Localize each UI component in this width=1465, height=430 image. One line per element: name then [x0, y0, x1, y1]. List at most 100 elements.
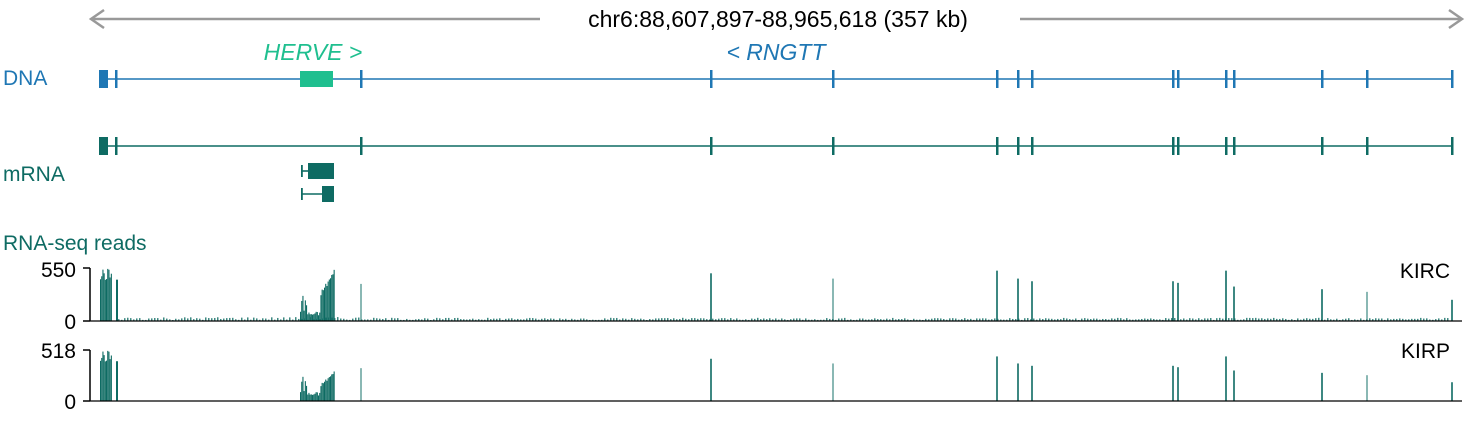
coverage-bar [721, 318, 723, 321]
coverage-bar [451, 319, 453, 321]
coverage-bar [988, 319, 990, 321]
coverage-bar [340, 318, 342, 321]
coverage-bar [1417, 318, 1419, 321]
coverage-panel-kirc: 550 0 KIRC [41, 259, 1462, 334]
coverage-bar [1258, 318, 1260, 321]
coverage-bar [712, 318, 714, 321]
coverage-bar [724, 318, 726, 321]
coverage-bar [1069, 319, 1071, 321]
coverage-bar [268, 319, 270, 321]
exon [360, 70, 363, 88]
coverage-bar [1201, 319, 1203, 321]
coverage-bar [994, 318, 996, 321]
coverage-bar [808, 319, 810, 321]
coverage-bar [544, 318, 546, 321]
coverage-bar [1243, 319, 1245, 321]
coverage-bar [1210, 318, 1212, 321]
coverage-bar [107, 350, 109, 401]
exon [710, 70, 713, 88]
coverage-bar [580, 318, 582, 321]
coverage-bar [322, 318, 324, 321]
coverage-bar [314, 313, 316, 321]
coverage-bar [327, 281, 329, 321]
coverage-bar [829, 318, 831, 321]
coverage-bar [967, 319, 969, 321]
coverage-bar [1327, 318, 1329, 321]
coverage-bar [1177, 319, 1179, 321]
coverage-bar [324, 381, 326, 401]
coverage-bar [1096, 318, 1098, 321]
coverage-bar [1228, 318, 1230, 321]
coverage-bar [898, 319, 900, 321]
utr-exon [99, 70, 108, 88]
coverage-bar [303, 391, 305, 401]
coverage-bar [1195, 319, 1197, 321]
mrna-transcript-track [99, 137, 1454, 202]
coverage-bar [116, 279, 118, 321]
coverage-bar [326, 286, 328, 321]
coverage-bar [727, 319, 729, 321]
coverage-bar [1315, 318, 1317, 321]
coverage-bar [409, 319, 411, 321]
coverage-bar [649, 319, 651, 321]
coverage-bar [367, 319, 369, 321]
coverage-bar [1282, 318, 1284, 321]
track-label-reads: RNA-seq reads [3, 232, 147, 255]
coverage-bar [316, 318, 318, 321]
coverage-bar [685, 318, 687, 321]
coverage-bar [499, 318, 501, 321]
coverage-bar [1207, 318, 1209, 321]
coverage-bar [308, 312, 310, 321]
coverage-bar [844, 317, 846, 321]
coverage-bar [421, 319, 423, 321]
coverage-bar [1252, 318, 1254, 321]
coverage-bar [292, 319, 294, 321]
sample-label-kirp: KIRP [1401, 340, 1450, 363]
coverage-bars-kirc [100, 268, 1453, 321]
coverage-bar [463, 319, 465, 321]
y-min-label: 0 [64, 311, 76, 334]
coverage-bar [110, 355, 112, 401]
coverage-bar [328, 377, 330, 401]
y-min-label: 0 [64, 391, 76, 414]
coverage-bar [757, 317, 759, 321]
coverage-bar [523, 319, 525, 321]
exon [301, 188, 303, 200]
exon [1177, 70, 1180, 88]
coverage-bar [259, 319, 261, 321]
coverage-bar [676, 319, 678, 321]
coverage-bar [103, 273, 105, 321]
coverage-bar [1081, 318, 1083, 321]
coverage-bar [1174, 318, 1176, 321]
exon [1017, 70, 1020, 88]
coverage-bar [916, 319, 918, 321]
coverage-bar [1321, 372, 1323, 401]
exon [996, 70, 999, 88]
coverage-bar [325, 283, 327, 321]
coverage-bar [904, 318, 906, 321]
y-max-label: 550 [41, 259, 76, 282]
coverage-bar [310, 394, 312, 401]
coverage-bar [553, 318, 555, 321]
coverage-bar [1017, 278, 1019, 321]
coverage-bar [1117, 317, 1119, 321]
coverage-bar [104, 279, 106, 321]
coverage-bar [360, 283, 362, 321]
coverage-bar [1451, 299, 1453, 321]
coverage-bar [1051, 318, 1053, 321]
coverage-bar [616, 317, 618, 321]
coverage-bar [1172, 365, 1174, 401]
coverage-bar [181, 318, 183, 321]
coverage-bar [327, 378, 329, 401]
coverage-bar [841, 318, 843, 321]
coverage-bar [1255, 317, 1257, 321]
coverage-bar [196, 318, 198, 321]
coverage-bar [328, 317, 330, 321]
coverage-bar [100, 279, 102, 321]
coverage-bar [304, 381, 306, 401]
coverage-bar [1366, 375, 1368, 401]
coverage-bar [694, 318, 696, 321]
herve-element [300, 71, 333, 87]
coverage-bar [640, 318, 642, 321]
coverage-bar [427, 318, 429, 321]
